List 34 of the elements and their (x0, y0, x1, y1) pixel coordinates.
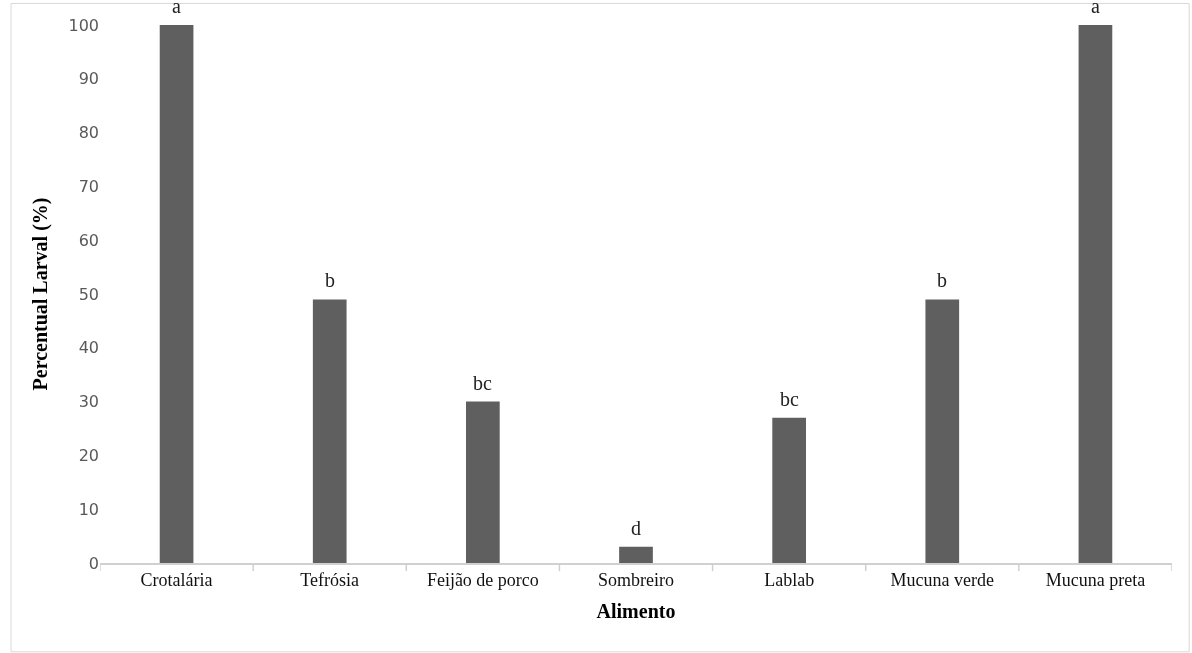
x-tick-label: Tefrósia (300, 570, 360, 591)
y-tick-label: 80 (78, 123, 99, 143)
x-axis-title: Alimento (596, 600, 676, 623)
annotation: b (937, 269, 947, 291)
bar (925, 299, 960, 563)
y-tick-label: 0 (88, 553, 99, 573)
y-tick-label: 50 (78, 284, 99, 304)
y-tick-label: 60 (78, 230, 99, 250)
x-tick-label: Sombreiro (598, 570, 674, 591)
y-tick-label: 100 (68, 15, 99, 35)
x-tick-label: Mucuna verde (890, 570, 995, 591)
bar (619, 546, 653, 563)
bar (1078, 25, 1113, 563)
x-tick-label: Crotalária (140, 570, 213, 591)
y-tick-label: 40 (78, 338, 99, 358)
bar (312, 299, 347, 563)
annotation: a (1091, 0, 1100, 17)
x-tick-label: Lablab (764, 570, 815, 591)
y-axis-title: Percentual Larval (%) (28, 197, 52, 391)
bar (466, 401, 500, 563)
y-tick-label: 10 (78, 499, 99, 519)
y-tick-label: 20 (78, 446, 99, 465)
annotation: b (325, 269, 335, 291)
bar (159, 25, 194, 563)
y-tick-label: 70 (78, 177, 99, 196)
y-tick-label: 30 (78, 392, 99, 412)
y-tick-label: 90 (78, 69, 99, 89)
annotation: d (631, 517, 641, 539)
x-tick-label: Feijão de porco (426, 570, 539, 591)
annotation: a (172, 0, 181, 17)
x-tick-label: Mucuna preta (1045, 570, 1146, 591)
bar (772, 417, 806, 563)
annotation: bc (473, 372, 492, 394)
annotation: bc (780, 388, 799, 410)
